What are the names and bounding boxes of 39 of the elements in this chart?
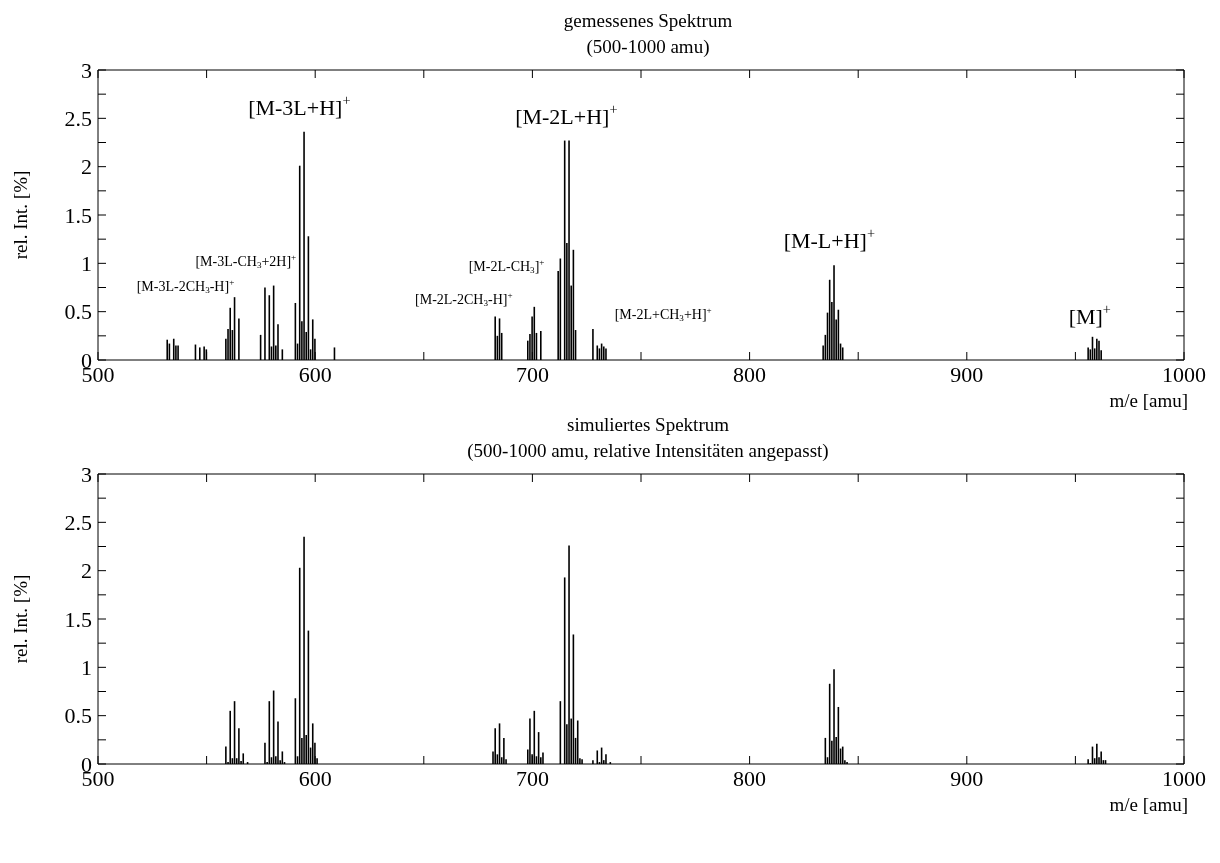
y-tick-label: 3 [81, 57, 92, 83]
x-tick-label: 1000 [1162, 765, 1206, 791]
y-tick-label: 1 [81, 251, 92, 277]
x-tick-label: 600 [298, 361, 332, 387]
annotation: [M]$^{+}$ [1068, 300, 1111, 329]
y-tick-label: 2 [81, 154, 92, 180]
annotation: [M-3L+H]$^{+}$ [248, 91, 351, 120]
y-tick-label: 0.5 [64, 703, 92, 729]
y-axis-title: rel. Int. [%] [9, 574, 31, 664]
chart-subtitle: (500-1000 amu) [586, 36, 710, 57]
y-tick-label: 2.5 [64, 510, 92, 536]
y-tick-label: 1.5 [64, 606, 92, 632]
x-tick-label: 700 [515, 765, 549, 791]
annotation: [M-3L-CH$_{3}$+2H]$^{+}$ [195, 251, 297, 271]
chart-title: simuliertes Spektrum [566, 413, 730, 437]
annotation: [M-2L+H]$^{+}$ [515, 100, 618, 129]
y-tick-label: 0.5 [64, 299, 92, 325]
x-tick-label: 600 [298, 765, 332, 791]
annotation: [M-2L-2CH$_{3}$-H]$^{+}$ [415, 290, 513, 309]
x-tick-label: 800 [733, 765, 767, 791]
y-tick-label: 2 [81, 558, 92, 584]
chart-title: gemessenes Spektrum [562, 9, 734, 33]
y-tick-label: 2.5 [64, 106, 92, 132]
y-tick-label: 3 [81, 461, 92, 487]
y-tick-label: 1.5 [64, 202, 92, 228]
x-tick-label: 800 [733, 361, 767, 387]
y-axis-title: rel. Int. [%] [9, 170, 31, 260]
x-tick-label: 1000 [1162, 361, 1206, 387]
x-tick-label: 900 [950, 361, 984, 387]
annotation: [M-L+H]$^{+}$ [783, 225, 875, 254]
x-axis-title: m/e [amu] [1108, 794, 1188, 816]
annotation: [M-3L-2CH$_{3}$-H]$^{+}$ [136, 276, 235, 296]
annotation: [M-2L-CH$_{3}$]$^{+}$ [468, 256, 545, 276]
x-tick-label: 900 [950, 765, 984, 791]
annotation: [M-2L+CH$_{3}$+H]$^{+}$ [614, 304, 712, 324]
x-tick-label: 700 [515, 361, 549, 387]
y-tick-label: 1 [81, 655, 92, 681]
chart-subtitle: (500-1000 amu, relative Intensitäten angepasst) [467, 440, 829, 461]
x-axis-title: m/e [amu] [1108, 390, 1188, 412]
